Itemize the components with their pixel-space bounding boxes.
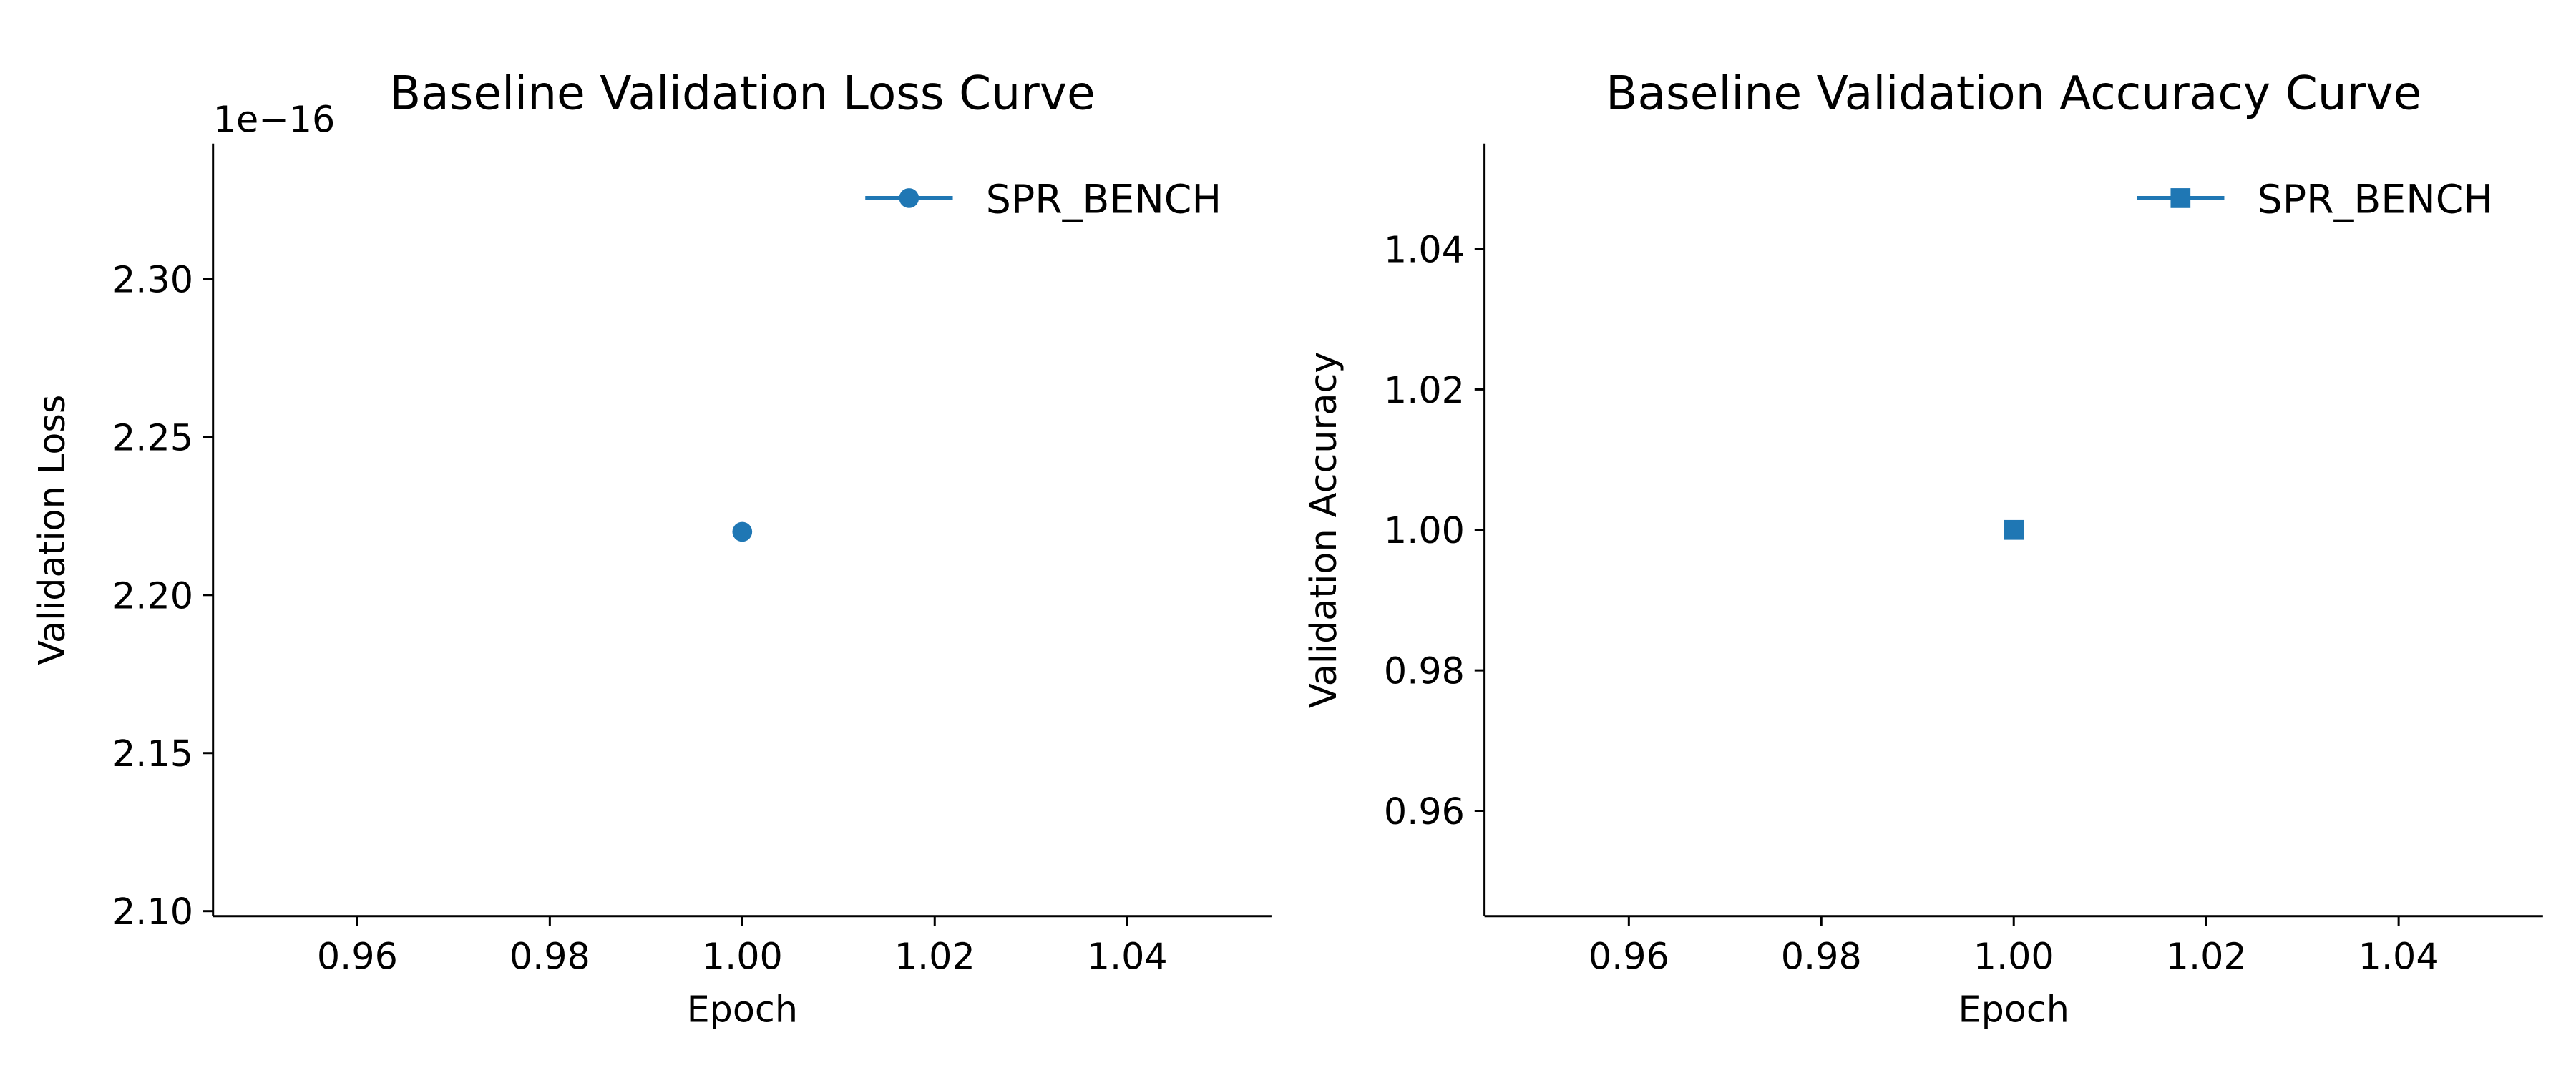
y-offset-text: 1e−16: [213, 99, 336, 141]
y-axis-label: Validation Accuracy: [1302, 352, 1345, 708]
y-tick-label: 1.00: [1384, 509, 1465, 552]
legend-marker: [899, 188, 919, 208]
legend-label: SPR_BENCH: [986, 177, 1221, 223]
x-tick-label: 1.04: [1087, 936, 1168, 978]
x-axis-label: Epoch: [687, 988, 798, 1030]
y-tick-label: 2.25: [112, 416, 193, 459]
y-tick-label: 2.10: [112, 891, 193, 933]
legend-label: SPR_BENCH: [2258, 177, 2493, 223]
x-tick-label: 0.96: [1589, 936, 1669, 978]
legend-marker: [2170, 188, 2191, 208]
x-tick-label: 0.96: [317, 936, 398, 978]
y-tick-label: 2.30: [112, 258, 193, 300]
y-tick-label: 0.96: [1384, 790, 1465, 833]
x-tick-label: 0.98: [509, 936, 590, 978]
y-tick-label: 1.04: [1384, 229, 1465, 271]
y-tick-label: 2.15: [112, 733, 193, 775]
marker: [2004, 519, 2024, 540]
x-axis-label: Epoch: [1958, 988, 2069, 1030]
y-tick-label: 1.02: [1384, 369, 1465, 411]
x-tick-label: 1.02: [2166, 936, 2247, 978]
marker: [732, 521, 753, 542]
chart-title: Baseline Validation Accuracy Curve: [1606, 67, 2421, 120]
chart-title: Baseline Validation Loss Curve: [389, 67, 1096, 120]
y-tick-label: 0.98: [1384, 650, 1465, 692]
x-tick-label: 1.04: [2358, 936, 2439, 978]
x-tick-label: 1.00: [1974, 936, 2054, 978]
x-tick-label: 1.00: [702, 936, 783, 978]
x-tick-label: 1.02: [894, 936, 975, 978]
y-tick-label: 2.20: [112, 574, 193, 617]
y-axis-label: Validation Loss: [31, 395, 73, 665]
x-tick-label: 0.98: [1781, 936, 1862, 978]
